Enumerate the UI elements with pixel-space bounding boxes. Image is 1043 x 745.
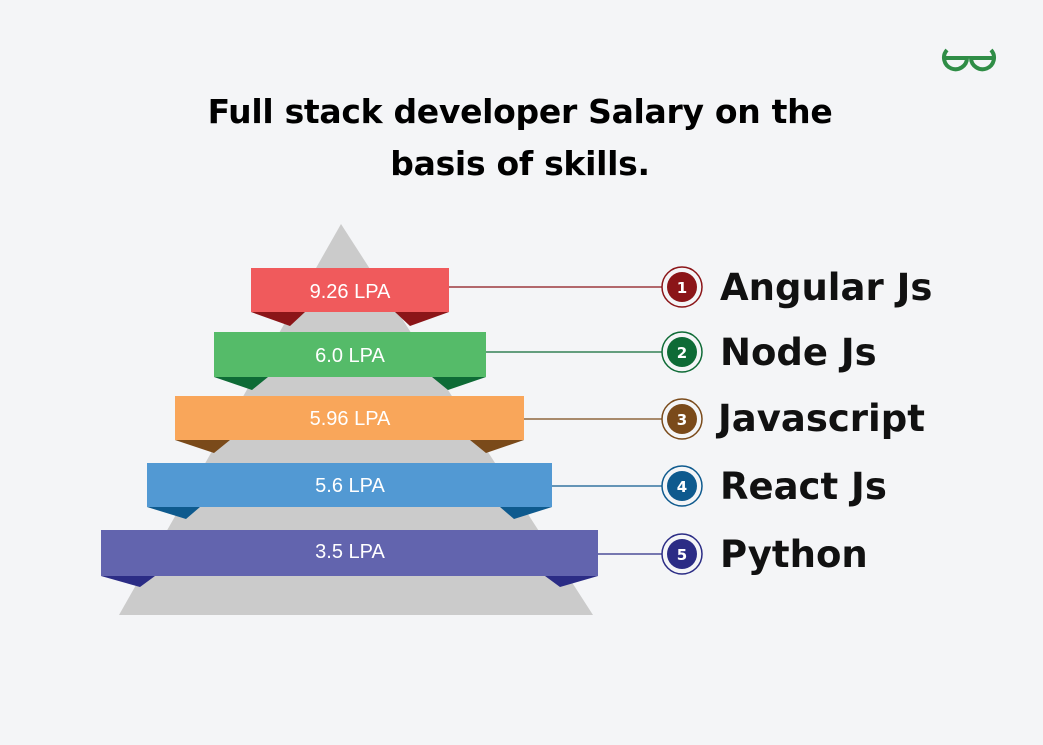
rank-number: 3: [677, 411, 687, 429]
skill-label: Javascript: [715, 397, 925, 440]
page-title: Full stack developer Salary on the basis…: [150, 86, 890, 190]
rank-number: 5: [677, 546, 687, 564]
skill-label: Angular Js: [720, 266, 932, 309]
bar-python: 3.5 LPA: [101, 530, 662, 587]
bar-value-label: 3.5 LPA: [315, 541, 385, 563]
rank-number: 1: [677, 279, 687, 297]
legend-item-node: 2 Node Js: [661, 331, 877, 374]
gfg-logo-icon: [942, 48, 996, 72]
skill-label: Node Js: [720, 331, 877, 374]
bar-react: 5.6 LPA: [147, 463, 662, 519]
bar-value-label: 6.0 LPA: [315, 345, 385, 367]
legend-item-javascript: 3 Javascript: [661, 397, 925, 440]
rank-number: 4: [677, 478, 687, 496]
legend-item-angular: 1 Angular Js: [661, 266, 932, 309]
title-line-2: basis of skills.: [390, 144, 650, 183]
skill-label: React Js: [720, 465, 887, 508]
bar-node: 6.0 LPA: [214, 332, 662, 390]
rank-number: 2: [677, 344, 687, 362]
title-line-1: Full stack developer Salary on the: [207, 92, 833, 131]
bar-javascript: 5.96 LPA: [175, 396, 662, 453]
bar-angular: 9.26 LPA: [251, 268, 662, 326]
bar-value-label: 9.26 LPA: [310, 281, 391, 303]
skill-label: Python: [720, 533, 868, 576]
legend-item-react: 4 React Js: [661, 465, 887, 508]
bar-value-label: 5.6 LPA: [315, 475, 385, 497]
bar-value-label: 5.96 LPA: [310, 408, 391, 430]
legend-item-python: 5 Python: [661, 533, 868, 576]
